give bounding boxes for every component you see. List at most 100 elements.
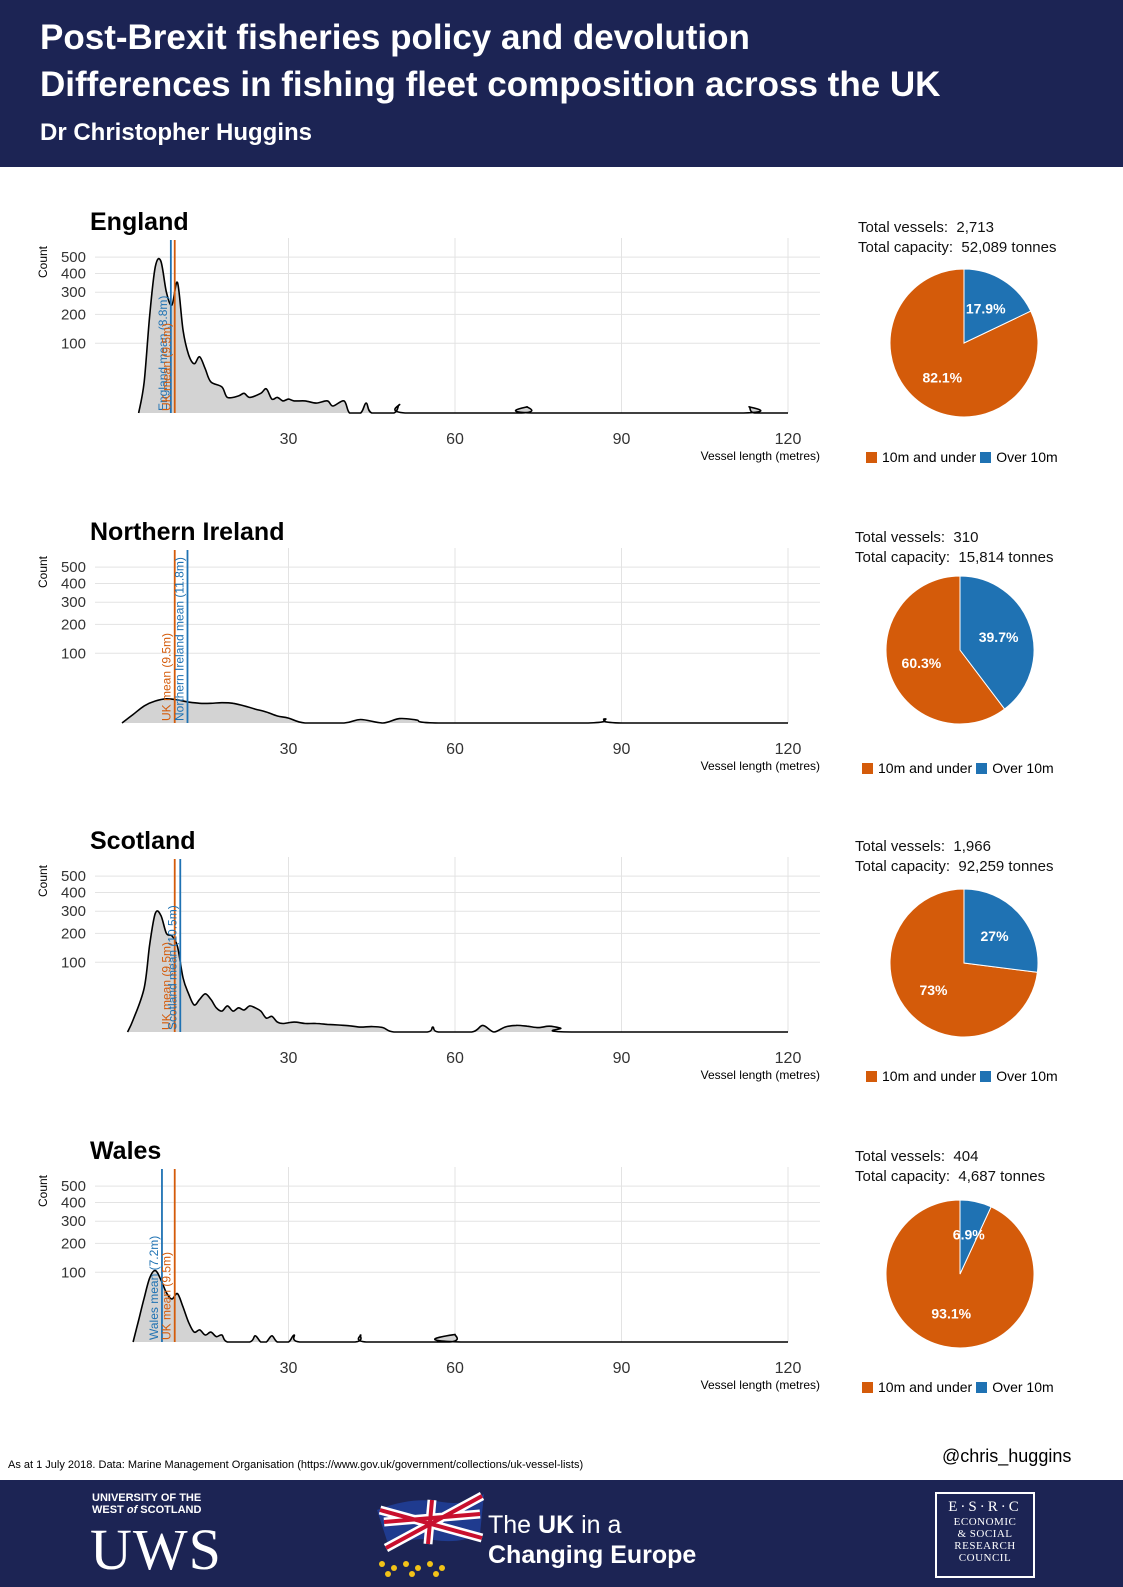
x-tick-label: 30 [280,1360,298,1377]
y-tick-label: 200 [61,1235,86,1252]
x-tick-label: 30 [280,431,298,448]
source-note: As at 1 July 2018. Data: Marine Manageme… [8,1459,584,1471]
legend-swatch-under [866,1070,877,1082]
legend-label-over: Over 10m [992,760,1054,776]
y-tick-label: 200 [61,306,86,323]
pie-legend: 10m and under Over 10m [862,1379,1054,1395]
legend-swatch-under [866,451,877,463]
total-capacity-label: Total capacity: [855,858,951,875]
x-tick-label: 90 [613,431,631,448]
total-capacity-value: 92,259 tonnes [958,858,1054,875]
x-tick-label: 60 [446,741,464,758]
y-axis-label: Count [36,245,50,278]
total-capacity-label: Total capacity: [858,239,954,256]
y-axis-label: Count [36,555,50,588]
legend-label-over: Over 10m [992,1379,1054,1395]
y-tick-label: 100 [61,954,86,971]
y-tick-label: 300 [61,903,86,920]
legend-label-over: Over 10m [996,449,1058,465]
y-tick-label: 200 [61,925,86,942]
uws-wordmark: UNIVERSITY OF THE WEST of SCOTLAND [92,1492,201,1516]
total-capacity-value: 15,814 tonnes [958,549,1054,566]
pie-legend: 10m and under Over 10m [866,449,1058,465]
total-vessels-row: Total vessels: 2,713 [858,218,1056,238]
density-area [122,698,788,723]
x-tick-label: 120 [775,431,802,448]
ukice-wordmark: The UK in a Changing Europe [488,1510,696,1570]
esrc-line4: COUNCIL [958,1552,1012,1564]
panel-title: Scotland [90,827,196,855]
y-tick-label: 400 [61,266,86,283]
legend-swatch-over [980,1070,992,1082]
density-area [127,910,789,1032]
footer-banner: UNIVERSITY OF THE WEST of SCOTLAND UWS T… [0,1480,1123,1587]
total-vessels-value: 2,713 [956,219,994,236]
uws-line2: WEST of SCOTLAND [92,1504,201,1516]
x-tick-label: 60 [446,1050,464,1067]
legend-swatch-under [862,1381,873,1393]
y-tick-label: 100 [61,335,86,352]
y-tick-label: 400 [61,885,86,902]
x-axis-label: Vessel length (metres) [701,759,820,773]
total-capacity-row: Total capacity: 4,687 tonnes [855,1167,1045,1187]
total-vessels-row: Total vessels: 310 [855,528,1053,548]
x-tick-label: 30 [280,741,298,758]
y-tick-label: 300 [61,1213,86,1230]
total-capacity-value: 52,089 tonnes [961,239,1057,256]
mean-label: Scotland mean (10.5m) [165,905,179,1030]
y-axis-label: Count [36,1174,50,1207]
x-tick-label: 120 [775,1050,802,1067]
total-vessels-row: Total vessels: 1,966 [855,837,1053,857]
esrc-acronym: E·S·R·C [948,1499,1022,1515]
legend-label-under: 10m and under [882,449,977,465]
y-tick-label: 500 [61,559,86,576]
fleet-stats: Total vessels: 310 Total capacity: 15,814… [855,528,1053,568]
legend-swatch-over [976,1381,988,1393]
total-vessels-value: 1,966 [953,838,991,855]
mean-label: UK mean (9.5m) [160,942,174,1030]
total-capacity-value: 4,687 tonnes [958,1168,1046,1185]
legend-swatch-over [980,451,992,463]
author-name: Dr Christopher Huggins [40,119,313,146]
eu-stars [379,1561,445,1577]
y-tick-label: 500 [61,1178,86,1195]
y-tick-label: 400 [61,1195,86,1212]
total-capacity-row: Total capacity: 15,814 tonnes [855,548,1053,568]
x-axis-label: Vessel length (metres) [701,1068,820,1082]
pie-legend: 10m and under Over 10m [862,760,1054,776]
density-line [126,910,788,1033]
total-vessels-label: Total vessels: [855,838,946,855]
density-line [137,257,788,414]
legend-swatch-under [862,762,873,774]
y-axis-label: Count [36,864,50,897]
density-area [133,1270,789,1342]
ukice-in-a: in a [581,1511,622,1539]
y-tick-label: 100 [61,645,86,662]
fleet-stats: Total vessels: 1,966 Total capacity: 92,2… [855,837,1053,877]
uws-west: WEST [92,1504,124,1516]
y-tick-label: 400 [61,576,86,593]
x-tick-label: 60 [446,431,464,448]
x-tick-label: 90 [613,741,631,758]
uws-line1: UNIVERSITY OF THE [92,1492,202,1504]
uws-scotland: SCOTLAND [140,1504,202,1516]
uws-logo: UWS [90,1517,222,1582]
esrc-line3: RESEARCH [954,1540,1016,1552]
total-vessels-label: Total vessels: [855,529,946,546]
x-tick-label: 30 [280,1050,298,1067]
x-tick-label: 120 [775,1360,802,1377]
y-tick-label: 300 [61,284,86,301]
page-title-line1: Post-Brexit fisheries policy and devolut… [40,18,750,57]
panel-england: England 100 200 300 400 500 30 60 90 120 Count Vess… [0,208,1123,508]
mean-label: Northern Ireland mean (11.8m) [172,557,186,721]
total-capacity-label: Total capacity: [855,549,951,566]
legend-label-under: 10m and under [882,1068,977,1084]
pie-legend: 10m and under Over 10m [866,1068,1058,1084]
total-vessels-row: Total vessels: 404 [855,1147,1045,1167]
panel-wales: Wales 100 200 300 400 500 30 60 90 120 Count Vessel… [0,1137,1123,1437]
legend-swatch-over [976,762,988,774]
mean-label: Wales mean (7.2m) [147,1236,161,1340]
